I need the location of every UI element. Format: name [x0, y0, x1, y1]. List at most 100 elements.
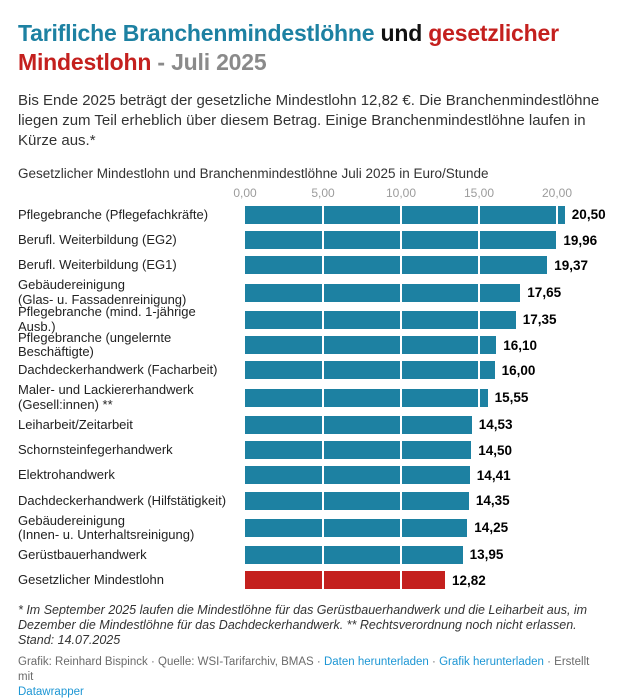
bar [245, 491, 469, 510]
title-part-red: gesetzlicher Mindestlohn [18, 20, 559, 75]
row-label: Dachdeckerhandwerk (Facharbeit) [18, 362, 218, 378]
axis-tick-label: 5,00 [311, 186, 335, 200]
gridline [322, 202, 324, 594]
value-label: 14,35 [475, 493, 510, 509]
bar-area: 20,50 [245, 205, 607, 224]
axis-tick-label: 0,00 [233, 186, 257, 200]
row-label: Gerüstbauerhandwerk [18, 546, 147, 562]
gridline [556, 202, 558, 594]
value-label: 14,41 [476, 467, 511, 483]
chart-row: Gebäudereinigung (Glas- u. Fassadenreinig… [18, 278, 607, 307]
bar [245, 466, 470, 485]
chart-row: Berufl. Weiterbildung (EG1) 19,37 [18, 253, 607, 278]
value-label: 14,25 [474, 520, 509, 536]
row-label: Leiharbeit/Zeitarbeit [18, 416, 133, 432]
bar-area: 14,25 [245, 518, 607, 537]
value-label: 19,37 [554, 257, 588, 273]
title-part-blue: Tarifliche Branchenmindestlöhne [18, 20, 375, 46]
row-label: Berufl. Weiterbildung (EG2) [18, 231, 177, 247]
bar [245, 256, 548, 275]
row-label: Schornsteinfegerhandwerk [18, 441, 173, 457]
bar [245, 388, 488, 407]
row-label: Elektrohandwerk [18, 467, 115, 483]
separator: · [316, 656, 321, 669]
row-label: Dachdeckerhandwerk (Hilfstätigkeit) [18, 492, 227, 508]
credit-text: Grafik: Reinhard Bispinck [18, 656, 148, 669]
row-label: Gebäudereinigung (Innen- u. Unterhaltsrei… [18, 512, 195, 542]
row-label: Berufl. Weiterbildung (EG1) [18, 257, 177, 273]
chart-row: Gerüstbauerhandwerk 13,95 [18, 542, 607, 567]
bar [245, 518, 468, 537]
row-label: Pflegebranche (ungelernte Beschäftigte) [18, 329, 172, 360]
chart-row: Dachdeckerhandwerk (Facharbeit) 16,00 [18, 358, 607, 383]
bar [245, 415, 472, 434]
chart-row: Gebäudereinigung (Innen- u. Unterhaltsrei… [18, 512, 607, 543]
value-label: 16,10 [503, 337, 537, 353]
separator: · [547, 656, 551, 669]
row-label: Gesetzlicher Mindestlohn [18, 572, 164, 588]
bar-area: 16,00 [245, 361, 607, 380]
bar-area: 14,53 [245, 415, 607, 434]
value-label: 14,50 [478, 442, 512, 458]
page-title: Tarifliche Branchenmindestlöhne und gese… [18, 19, 607, 77]
bar [245, 571, 445, 590]
title-part-date: - Juli 2025 [151, 49, 267, 75]
value-label: 15,55 [494, 390, 529, 406]
chart-description: Bis Ende 2025 beträgt der gesetzliche Mi… [18, 92, 600, 149]
title-part-and: und [374, 20, 429, 46]
chart-row: Maler- und Lackiererhandwerk (Gesell:inne… [18, 383, 607, 412]
x-axis: 0,00 5,00 10,00 15,00 20,00 [233, 186, 607, 200]
bar-area: 19,96 [245, 231, 607, 250]
value-label: 13,95 [469, 547, 504, 563]
gridline [478, 202, 480, 594]
row-label: Gebäudereinigung (Glas- u. Fassadenreinig… [18, 277, 187, 307]
bar-area: 14,50 [245, 441, 607, 460]
footnote: * Im September 2025 laufen die Mindestlö… [18, 603, 607, 648]
attribution-footer: Grafik: Reinhard Bispinck · Quelle: WSI-… [18, 655, 607, 700]
chart-row: Gesetzlicher Mindestlohn 12,82 [18, 568, 607, 593]
row-label: Pflegebranche (mind. 1-jährige Ausb.) [18, 304, 196, 334]
chart-row: Pflegebranche (ungelernte Beschäftigte) … [18, 329, 607, 360]
axis-tick-label: 10,00 [385, 186, 417, 200]
gridline [400, 202, 402, 594]
chart-row: Dachdeckerhandwerk (Hilfstätigkeit) 14,3… [18, 488, 607, 513]
chart-row: Schornsteinfegerhandwerk 14,50 [18, 437, 607, 462]
value-label: 12,82 [452, 572, 486, 588]
bar [245, 361, 495, 380]
bar-area: 15,55 [245, 388, 607, 407]
bar [245, 310, 516, 329]
value-label: 16,00 [501, 362, 536, 378]
bar [245, 205, 565, 224]
axis-tick-label: 20,00 [541, 186, 573, 200]
source-text: Quelle: WSI-Tarifarchiv, BMAS [158, 656, 314, 669]
bar-area: 13,95 [245, 545, 607, 564]
row-label: Maler- und Lackiererhandwerk (Gesell:inne… [18, 382, 194, 412]
chart-row: Pflegebranche (Pflegefachkräfte) 20,50 [18, 202, 607, 227]
footnote-date: Stand: 14.07.2025 [18, 633, 121, 648]
bar-area: 17,35 [245, 310, 607, 329]
bar [245, 283, 521, 302]
value-label: 14,53 [478, 417, 513, 433]
value-label: 19,96 [563, 232, 598, 248]
footnote-text: * Im September 2025 laufen die Mindestlö… [18, 603, 588, 633]
chart-row: Leiharbeit/Zeitarbeit 14,53 [18, 412, 607, 437]
bar-area: 19,37 [245, 256, 607, 275]
download-data-link[interactable]: Daten herunterladen [323, 656, 429, 669]
row-label: Pflegebranche (Pflegefachkräfte) [18, 206, 209, 222]
bar-area: 14,41 [245, 466, 607, 485]
bar [245, 336, 497, 355]
value-label: 17,65 [527, 285, 562, 301]
chart-subtitle: Gesetzlicher Mindestlohn und Branchenmin… [18, 166, 489, 181]
value-label: 20,50 [571, 207, 606, 223]
bar-area: 12,82 [245, 571, 607, 590]
bar-chart: 0,00 5,00 10,00 15,00 20,00 Pflegebranche (P… [18, 186, 607, 594]
bar-area: 17,65 [245, 283, 607, 302]
datawrapper-link[interactable]: Datawrapper [18, 686, 84, 699]
chart-row: Elektrohandwerk 14,41 [18, 463, 607, 488]
chart-row: Berufl. Weiterbildung (EG2) 19,96 [18, 227, 607, 252]
bar-area: 16,10 [245, 336, 607, 355]
chart-rows: Pflegebranche (Pflegefachkräfte) 20,50 B… [18, 202, 607, 594]
separator: · [432, 656, 436, 669]
download-image-link[interactable]: Grafik herunterladen [439, 656, 544, 669]
